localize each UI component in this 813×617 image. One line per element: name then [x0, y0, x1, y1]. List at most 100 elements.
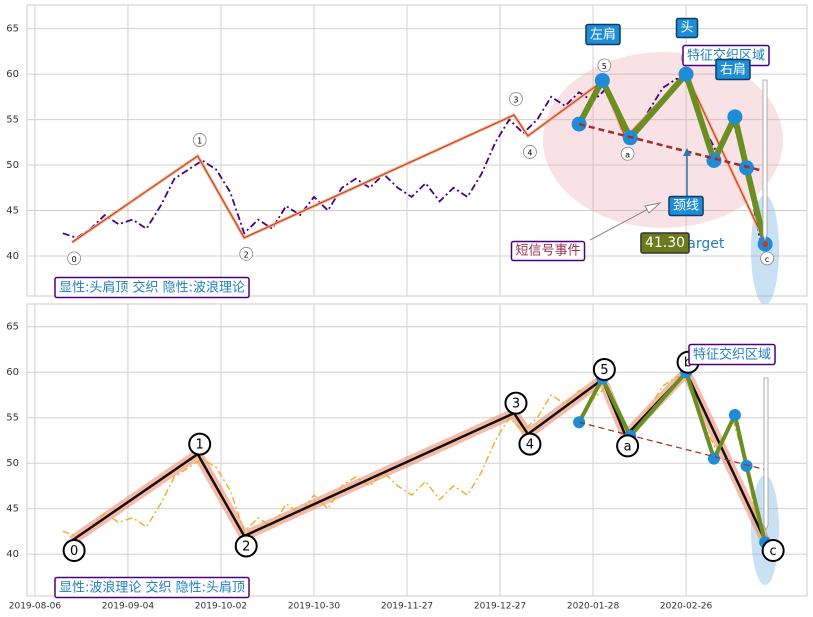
arrow	[762, 79, 768, 242]
x-tick-label: 2019-09-04	[102, 602, 155, 612]
label-text: 短信号事件	[515, 244, 580, 259]
label-text: 特征交织区域	[693, 347, 771, 363]
label-text: 颈线	[673, 199, 699, 214]
wave-label: 4	[527, 148, 532, 157]
label-box-bg	[585, 23, 621, 46]
wave-label-circle	[239, 246, 254, 261]
wave-label: 1	[196, 438, 204, 453]
pattern-point	[678, 66, 694, 82]
pattern-line	[577, 370, 768, 543]
wave-label-circle	[192, 133, 207, 147]
pattern-point	[728, 408, 741, 421]
wave-label: 4	[526, 438, 534, 453]
label-text: 左肩	[590, 27, 616, 43]
wave-label-circle	[523, 145, 537, 159]
pattern-line	[576, 71, 769, 245]
wave-label: a	[624, 439, 632, 454]
pattern-point	[740, 459, 753, 472]
price-line	[62, 375, 762, 541]
label-text: 头	[680, 21, 693, 36]
x-tick-label: 2020-01-28	[567, 602, 620, 612]
y-tick-label: 45	[6, 504, 19, 515]
x-tick-label: 2020-02-26	[660, 602, 713, 612]
wave-label: 0	[72, 255, 77, 264]
wave-label: 1	[197, 136, 202, 145]
wave-label-circle	[761, 539, 785, 563]
wave-label-circle	[597, 58, 612, 73]
wave-label: c	[765, 255, 769, 264]
signal-label: 短信号事件	[510, 240, 586, 262]
wave-label-circle	[509, 92, 523, 106]
label-box-bg	[715, 58, 751, 81]
plot-area	[26, 303, 808, 597]
label-box-bg	[54, 276, 250, 299]
wave-label-circle	[67, 251, 82, 266]
panel-label: 显性:波浪理论 交织 隐性:头肩顶	[54, 576, 250, 599]
wave-label: 3	[512, 397, 520, 412]
x-tick-label: 2019-08-06	[9, 602, 62, 612]
arrow	[589, 206, 653, 241]
y-tick-label: 50	[6, 160, 19, 171]
wave-label: 0	[70, 544, 78, 559]
price-line	[62, 77, 762, 243]
neckline	[578, 421, 766, 471]
wave-label-circle	[616, 434, 640, 458]
label-text: 显性:头肩顶 交织 隐性:波浪理论	[59, 280, 245, 296]
wave-label-circle	[760, 251, 775, 266]
wave-label: 2	[244, 250, 249, 259]
y-tick-label: 40	[6, 251, 19, 262]
wave-label: c	[770, 544, 777, 559]
wave-label: 5	[602, 62, 607, 71]
arrow	[763, 377, 769, 532]
x-tick-label: 2019-10-30	[288, 602, 341, 612]
target-text: Target	[680, 236, 725, 252]
y-tick-label: 55	[6, 115, 19, 126]
zone-label: 特征交织区域	[688, 343, 776, 366]
x-tick-label: 2019-11-27	[381, 602, 433, 612]
pattern-point	[594, 72, 610, 88]
wave-label-circle	[592, 358, 616, 382]
y-tick-label: 60	[6, 69, 19, 80]
y-tick-label: 50	[6, 458, 19, 469]
pattern-label: 头	[675, 17, 699, 39]
wave-label-circle	[62, 539, 86, 563]
label-text: 右肩	[720, 62, 746, 78]
wave-label: 2	[242, 539, 250, 554]
wave-label: 3	[513, 96, 518, 105]
pattern-label: 右肩	[715, 58, 751, 81]
neckline	[578, 122, 766, 173]
pattern-point	[573, 416, 586, 429]
pattern-point	[727, 109, 743, 125]
arrow-head	[683, 148, 691, 156]
label-text: 显性:波浪理论 交织 隐性:头肩顶	[59, 580, 245, 596]
label-box-bg	[640, 232, 690, 254]
y-tick-label: 55	[6, 413, 19, 424]
label-text: 41.30	[645, 235, 685, 251]
target-label: 41.30	[640, 232, 690, 254]
wave-label-circle	[620, 146, 635, 161]
wave-label-circle	[188, 432, 212, 456]
pattern-point	[707, 452, 720, 465]
pattern-zone	[543, 52, 783, 228]
target-point	[762, 241, 769, 248]
label-box-bg	[510, 240, 586, 262]
neckline-label: 颈线	[668, 195, 704, 217]
label-box-bg	[688, 343, 776, 366]
y-tick-label: 40	[6, 549, 19, 560]
x-tick-label: 2019-10-02	[195, 602, 247, 612]
x-tick-label: 2019-12-27	[474, 602, 526, 612]
y-tick-label: 65	[6, 24, 19, 35]
label-box-bg	[54, 576, 250, 599]
wave-label: b	[684, 356, 692, 371]
y-tick-label: 45	[6, 206, 19, 217]
wave-label: a	[625, 150, 630, 159]
y-tick-label: 65	[6, 322, 19, 333]
arrow-head	[644, 202, 662, 214]
panel-label: 显性:头肩顶 交织 隐性:波浪理论	[54, 276, 250, 299]
label-box-bg	[675, 17, 699, 39]
wave-label-circle	[504, 391, 528, 415]
wave-label-circle	[234, 534, 258, 558]
pattern-label: 左肩	[585, 23, 621, 46]
label-box-bg	[668, 195, 704, 217]
